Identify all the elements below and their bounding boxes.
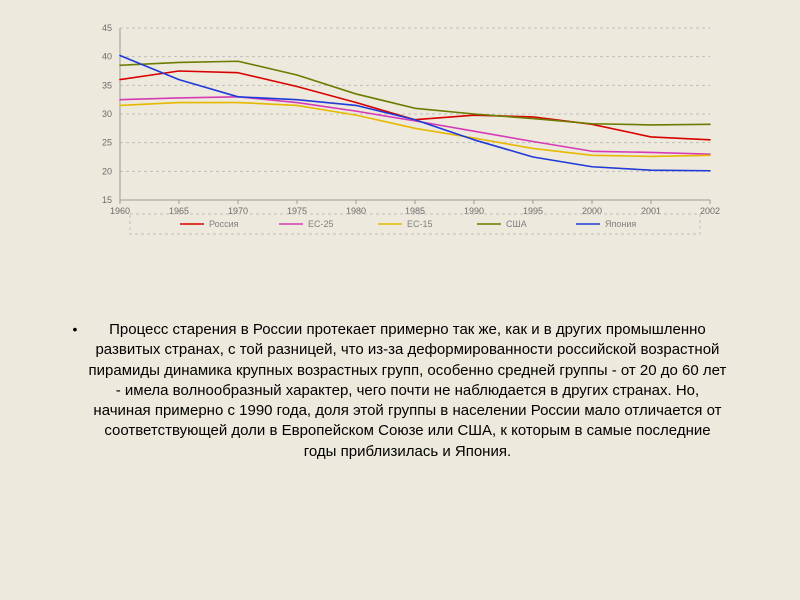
svg-text:1960: 1960 <box>110 206 130 216</box>
chart-container: 1520253035404519601965197019751980198519… <box>80 20 720 270</box>
svg-text:40: 40 <box>102 52 112 62</box>
svg-text:15: 15 <box>102 195 112 205</box>
svg-text:Россия: Россия <box>209 219 239 229</box>
svg-text:2002: 2002 <box>700 206 720 216</box>
svg-text:ЕС-25: ЕС-25 <box>308 219 334 229</box>
line-chart: 1520253035404519601965197019751980198519… <box>80 20 720 240</box>
svg-text:35: 35 <box>102 80 112 90</box>
bullet-icon: • <box>73 320 78 339</box>
series-japan <box>120 56 710 171</box>
svg-text:Япония: Япония <box>605 219 636 229</box>
series-ec25 <box>120 97 710 154</box>
series-ec15 <box>120 103 710 157</box>
svg-text:20: 20 <box>102 166 112 176</box>
svg-text:45: 45 <box>102 23 112 33</box>
svg-text:ЕС-15: ЕС-15 <box>407 219 433 229</box>
svg-text:США: США <box>506 219 527 229</box>
series-russia <box>120 71 710 140</box>
body-paragraph: Процесс старения в России протекает прим… <box>87 320 727 462</box>
svg-text:25: 25 <box>102 138 112 148</box>
svg-text:30: 30 <box>102 109 112 119</box>
body-text-block: • Процесс старения в России протекает пр… <box>52 320 748 462</box>
series-usa <box>120 61 710 125</box>
